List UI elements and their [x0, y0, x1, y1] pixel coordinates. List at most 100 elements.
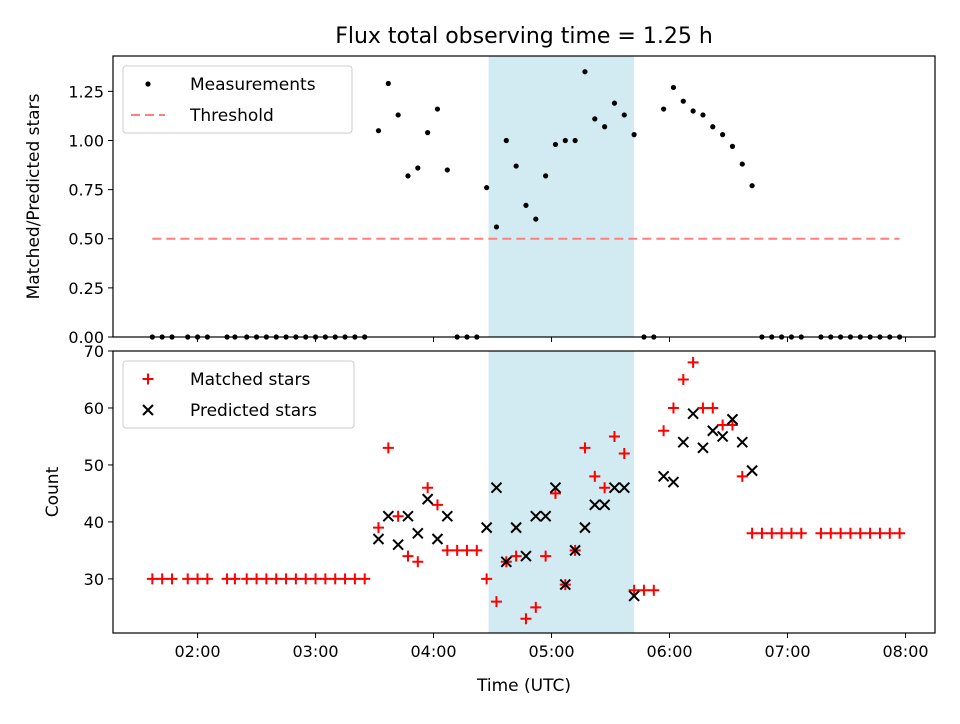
bottom-y-tick-label: 30: [84, 570, 104, 589]
matched-point-58: [736, 470, 748, 482]
x-axis-label: Time (UTC): [476, 676, 571, 696]
matched-point-15: [310, 573, 322, 585]
matched-point-35: [510, 550, 522, 562]
matched-point-13: [290, 573, 302, 585]
matched-point-69: [854, 527, 866, 539]
matched-point-12: [280, 573, 292, 585]
top-y-tick-label: 0.00: [68, 328, 104, 347]
x-tick-label: 06:00: [646, 642, 692, 661]
top-point-35: [513, 163, 519, 169]
matched-point-4: [192, 573, 204, 585]
top-legend-box: [122, 65, 353, 134]
matched-point-71: [874, 527, 886, 539]
matched-point-10: [260, 573, 272, 585]
top-point-52: [680, 98, 686, 104]
matched-point-53: [687, 356, 699, 368]
top-point-33: [493, 224, 500, 230]
bottom-y-tick-label: 60: [84, 399, 104, 418]
predicted-point-13: [530, 510, 542, 522]
matched-point-36: [520, 613, 532, 625]
matched-point-63: [785, 527, 797, 539]
matched-point-5: [201, 573, 213, 585]
matched-point-50: [658, 425, 670, 437]
top-point-21: [375, 128, 382, 134]
matched-point-30: [461, 544, 473, 556]
predicted-point-24: [657, 470, 670, 483]
top-point-45: [611, 100, 618, 106]
predicted-point-21: [608, 482, 621, 494]
matched-point-42: [579, 442, 591, 454]
matched-point-26: [422, 482, 434, 494]
top-point-36: [523, 202, 529, 208]
matched-point-39: [549, 487, 561, 499]
matched-point-61: [766, 527, 778, 539]
top-point-55: [710, 124, 716, 130]
top-point-46: [621, 112, 627, 118]
x-tick-label: 07:00: [764, 642, 810, 661]
top-point-41: [572, 137, 578, 144]
predicted-point-3: [402, 510, 414, 522]
top-y-tick-label: 0.25: [68, 279, 104, 298]
bottom-y-tick-label: 50: [84, 456, 104, 475]
matched-point-59: [746, 527, 758, 539]
bottom-series-0: [146, 356, 906, 625]
matched-point-60: [756, 527, 768, 539]
matched-point-8: [241, 573, 253, 585]
top-point-22: [385, 80, 391, 87]
bottom-legend-label-0: Matched stars: [190, 370, 310, 390]
matched-point-25: [412, 556, 424, 568]
predicted-point-27: [687, 407, 699, 420]
matched-point-46: [618, 448, 630, 460]
predicted-point-12: [520, 550, 532, 562]
bottom-series-1: [372, 407, 758, 602]
legend-measurements-swatch: [145, 81, 151, 87]
top-point-43: [592, 116, 598, 122]
top-point-54: [700, 112, 706, 118]
matched-point-3: [182, 573, 194, 585]
matched-point-54: [697, 402, 709, 414]
matched-point-56: [717, 419, 729, 431]
matched-point-52: [677, 373, 689, 385]
predicted-point-26: [677, 436, 689, 448]
predicted-point-10: [500, 556, 513, 568]
top-point-42: [582, 69, 588, 75]
predicted-point-30: [716, 430, 729, 443]
predicted-point-6: [431, 533, 444, 545]
matched-point-48: [638, 584, 650, 596]
matched-point-2: [166, 573, 178, 585]
predicted-point-7: [441, 510, 454, 522]
matched-point-28: [441, 544, 453, 556]
top-y-tick-label: 0.75: [68, 181, 104, 200]
matched-point-43: [589, 470, 601, 482]
x-tick-label: 02:00: [175, 642, 221, 661]
top-y-tick-label: 1.00: [68, 131, 104, 150]
x-tick-label: 04:00: [410, 642, 456, 661]
matched-point-31: [471, 544, 483, 556]
matched-point-27: [431, 499, 443, 511]
legend-predicted-swatch: [142, 404, 154, 416]
matched-point-21: [372, 522, 384, 534]
top-point-56: [720, 132, 726, 138]
matched-point-64: [795, 527, 807, 539]
top-point-53: [690, 108, 696, 114]
matched-point-19: [349, 573, 361, 585]
bottom-legend-box: [122, 360, 355, 429]
top-point-50: [661, 106, 667, 112]
predicted-point-9: [490, 482, 503, 494]
top-point-59: [749, 183, 755, 189]
predicted-point-5: [421, 493, 434, 505]
matched-point-62: [776, 527, 788, 539]
matched-point-44: [599, 482, 611, 494]
top-point-57: [729, 143, 736, 149]
matched-point-29: [451, 544, 463, 556]
matched-point-20: [359, 573, 371, 585]
matched-point-23: [392, 510, 404, 522]
top-point-38: [543, 173, 549, 179]
bottom-y-tick-label: 40: [84, 513, 104, 532]
predicted-point-4: [412, 527, 424, 540]
matched-point-57: [726, 419, 738, 431]
bottom-panel: 30 40 50 60 70 02:00 03:00 04:00 05:00 06:00 07:00…: [43, 342, 936, 661]
x-tick-label: 08:00: [882, 642, 928, 661]
top-point-26: [425, 130, 431, 136]
